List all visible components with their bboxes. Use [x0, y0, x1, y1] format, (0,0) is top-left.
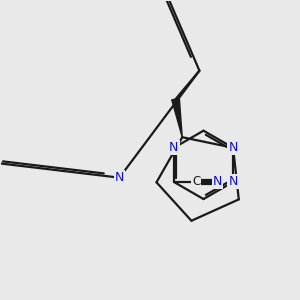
Text: N: N	[213, 176, 222, 188]
Text: C: C	[192, 176, 200, 188]
Text: N: N	[169, 141, 178, 154]
Polygon shape	[172, 98, 182, 137]
Text: N: N	[115, 171, 124, 184]
Text: N: N	[228, 176, 238, 188]
Text: N: N	[228, 141, 238, 154]
